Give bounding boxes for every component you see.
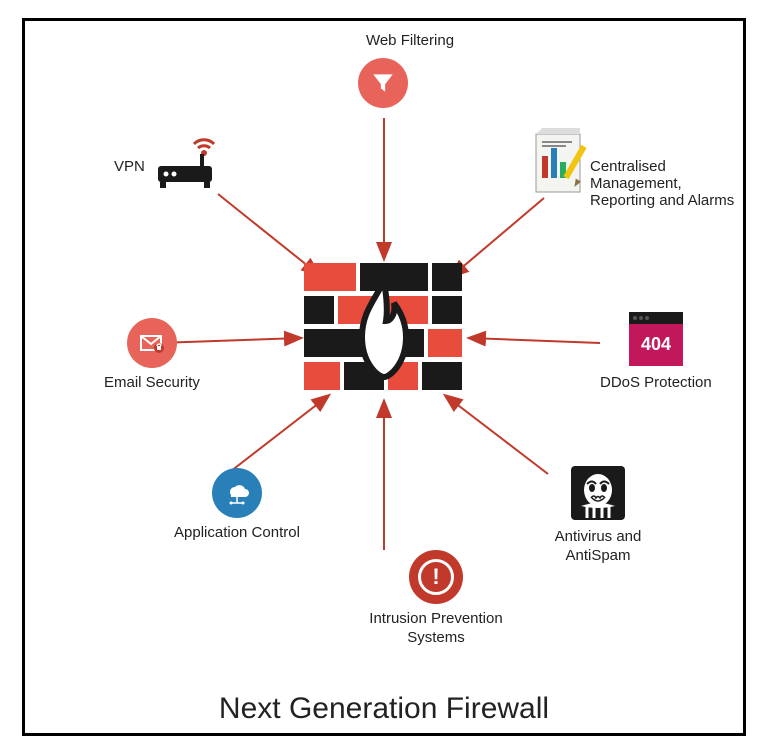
filter-icon xyxy=(358,58,408,108)
node-ips: ! Intrusion Prevention Systems xyxy=(356,550,516,648)
node-centralised xyxy=(528,126,594,198)
ips-label: Intrusion Prevention Systems xyxy=(356,610,516,648)
node-ddos: 404 DDoS Protection xyxy=(600,310,712,393)
ddos-label: DDoS Protection xyxy=(600,374,712,393)
app-control-label: Application Control xyxy=(174,524,300,543)
flame-icon xyxy=(344,273,424,383)
antivirus-label: Antivirus and AntiSpam xyxy=(538,528,658,566)
404-icon: 404 xyxy=(627,310,685,368)
router-icon xyxy=(150,126,220,190)
node-app-control: Application Control xyxy=(174,468,300,543)
svg-text:404: 404 xyxy=(641,334,671,354)
alert-icon: ! xyxy=(409,550,463,604)
diagram-canvas: Web Filtering VPN xyxy=(22,18,746,736)
anonymous-icon xyxy=(569,464,627,522)
diagram-title: Next Generation Firewall xyxy=(22,692,746,726)
centralised-label: Centralised Management, Reporting and Al… xyxy=(590,158,738,209)
cloud-icon xyxy=(212,468,262,518)
vpn-label: VPN xyxy=(114,158,145,175)
node-antivirus: Antivirus and AntiSpam xyxy=(538,464,658,566)
email-icon xyxy=(127,318,177,368)
firewall-center-icon xyxy=(304,263,464,393)
email-security-label: Email Security xyxy=(104,374,200,393)
node-email-security: Email Security xyxy=(104,318,200,393)
node-vpn xyxy=(150,126,220,190)
node-web-filtering: Web Filtering xyxy=(358,36,408,108)
web-filtering-label: Web Filtering xyxy=(340,32,480,49)
report-icon xyxy=(528,126,594,198)
